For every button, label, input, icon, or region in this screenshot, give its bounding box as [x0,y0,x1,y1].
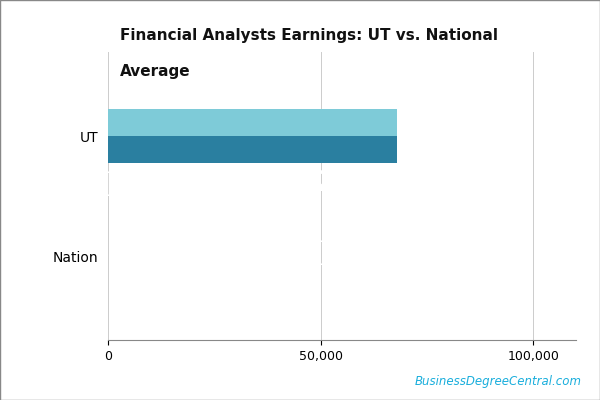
Bar [108,109,397,136]
Text: BusinessDegreeCentral.com: BusinessDegreeCentral.com [415,375,582,388]
Bar [108,136,397,163]
Text: Average: Average [120,64,191,79]
Text: 49.95万港元回购50万股: 49.95万港元回购50万股 [178,238,422,266]
Text: 没钱可以炒股吗 和誉-B(02256)6月7日斥资约1: 没钱可以炒股吗 和誉-B(02256)6月7日斥资约1 [72,169,528,197]
Text: Financial Analysts Earnings: UT vs. National: Financial Analysts Earnings: UT vs. Nati… [120,28,498,43]
